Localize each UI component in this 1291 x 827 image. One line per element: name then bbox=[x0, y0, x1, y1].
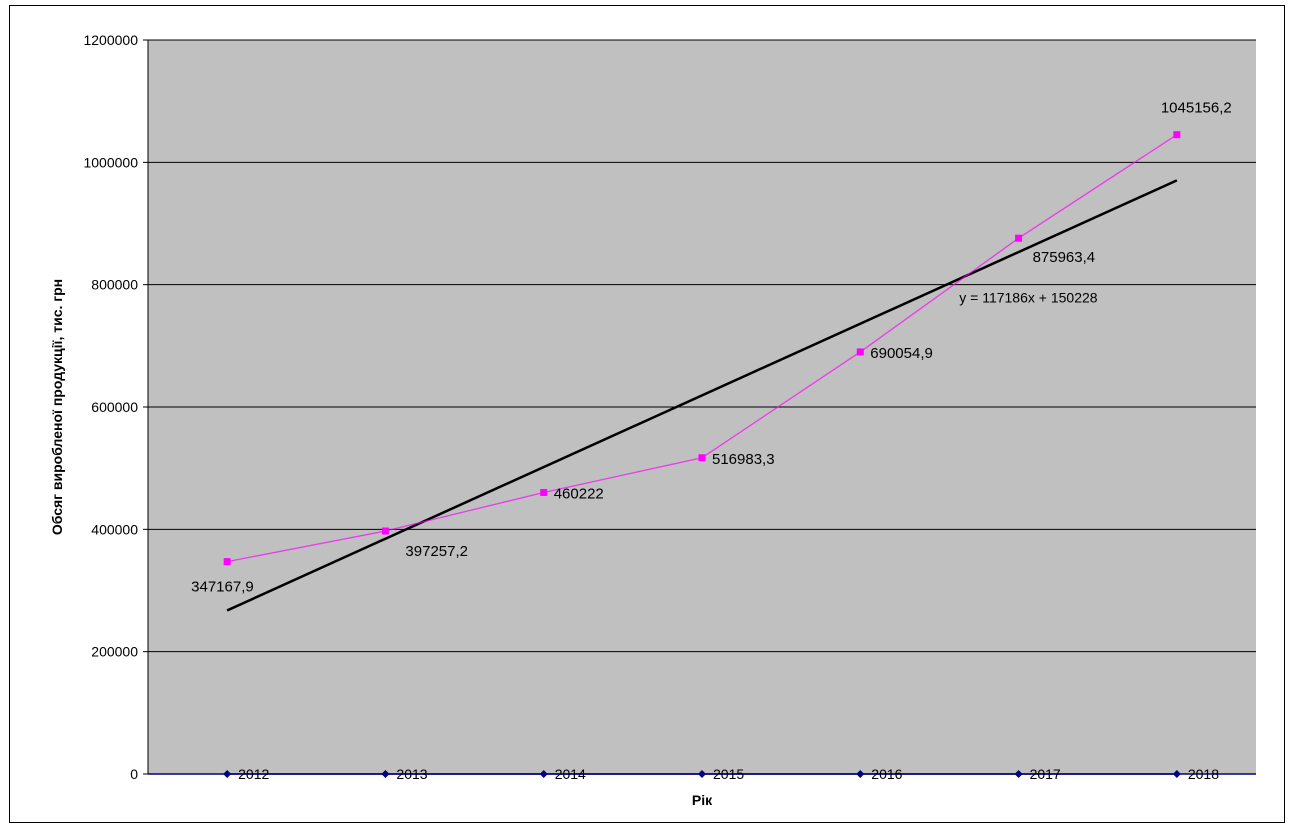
data-point bbox=[856, 348, 864, 356]
baseline-marker bbox=[1172, 770, 1181, 778]
data-label: 397257,2 bbox=[405, 543, 468, 560]
data-point bbox=[1173, 131, 1181, 139]
y-tick-label: 400000 bbox=[91, 521, 138, 537]
data-point bbox=[698, 454, 706, 462]
baseline-marker bbox=[856, 770, 865, 778]
data-point bbox=[1015, 234, 1023, 242]
data-label: 460222 bbox=[554, 485, 604, 502]
x-tick-label: 2015 bbox=[713, 766, 744, 782]
trendline bbox=[226, 179, 1178, 612]
data-label: 1045156,2 bbox=[1161, 100, 1232, 117]
x-axis-title: Рік bbox=[692, 792, 713, 808]
baseline-marker bbox=[223, 770, 232, 778]
trendline-equation: y = 117186x + 150228 bbox=[959, 290, 1098, 306]
data-point bbox=[223, 558, 231, 566]
baseline-marker bbox=[381, 770, 390, 778]
x-tick-label: 2012 bbox=[238, 766, 269, 782]
data-label: 347167,9 bbox=[191, 579, 254, 596]
data-label: 690054,9 bbox=[870, 345, 933, 362]
data-label: 875963,4 bbox=[1033, 249, 1096, 266]
x-tick-label: 2017 bbox=[1030, 766, 1061, 782]
y-tick-label: 200000 bbox=[91, 644, 138, 660]
x-tick-label: 2018 bbox=[1188, 766, 1219, 782]
x-tick-label: 2013 bbox=[396, 766, 427, 782]
data-label: 516983,3 bbox=[712, 451, 775, 468]
baseline-marker bbox=[539, 770, 548, 778]
y-tick-label: 1000000 bbox=[83, 154, 138, 170]
y-tick-label: 600000 bbox=[91, 399, 138, 415]
y-tick-label: 1200000 bbox=[83, 32, 138, 48]
y-tick-label: 0 bbox=[130, 766, 138, 782]
baseline-marker bbox=[698, 770, 706, 778]
y-axis-title: Обсяг виробленої продукції, тис. грн bbox=[49, 279, 65, 535]
x-tick-label: 2016 bbox=[871, 766, 902, 782]
y-tick-label: 800000 bbox=[91, 277, 138, 293]
data-point bbox=[540, 488, 548, 496]
data-point bbox=[381, 527, 389, 535]
baseline-marker bbox=[1014, 770, 1023, 778]
x-tick-label: 2014 bbox=[555, 766, 586, 782]
